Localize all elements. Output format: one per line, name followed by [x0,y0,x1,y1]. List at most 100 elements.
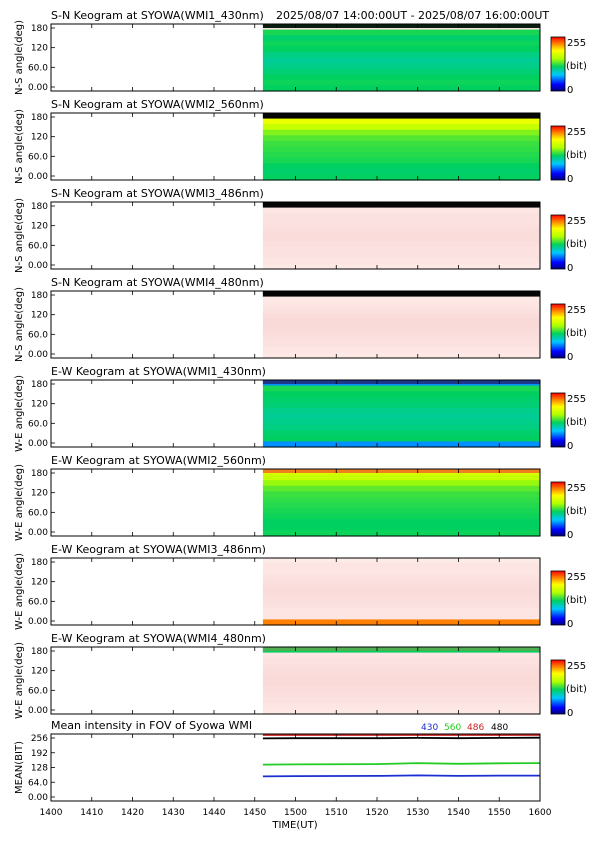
panel-7: E-W Keogram at SYOWA(WMI3_486nm) 255 (bit)… [14,543,587,630]
x-tick-label: 1530 [406,808,429,818]
legend-430: 430 [421,723,438,733]
keogram-band [262,602,540,609]
colorbar-unit-label: (bit) [566,239,587,250]
x-tick-label: 1400 [40,808,63,818]
keogram-band [262,35,540,42]
keogram-band [262,591,540,598]
keogram-top-band [262,113,540,117]
keogram-band [262,157,540,164]
y-tick-label: 0.00 [28,528,48,538]
keogram-band [262,619,540,626]
keogram-top-band [262,469,540,473]
y-tick-label: 120 [31,44,48,54]
keogram-band [262,674,540,682]
keogram-band [262,563,540,570]
keogram-band [262,63,540,70]
x-axis-label: TIME(UT) [271,820,317,831]
y-axis-label: MEAN(BIT) [14,741,25,794]
y-tick-label: 0.00 [28,172,48,182]
y-tick-label: 60.0 [28,63,48,73]
y-axis-label: N-S angle(deg) [14,109,25,184]
y-axis-label: W-E angle(deg) [14,553,25,630]
keogram-band [262,402,540,409]
y-tick-label: 60.0 [28,508,48,518]
keogram-band [262,391,540,398]
keogram-band [262,697,540,704]
y-axis-label: N-S angle(deg) [14,198,25,273]
keogram-band [262,218,540,225]
keogram-band [262,669,540,676]
series-line-430 [262,774,540,778]
colorbar-unit-label: (bit) [566,684,587,695]
colorbar [550,303,566,359]
keogram-band [262,79,540,87]
keogram-band [262,574,540,581]
keogram-band [262,524,540,532]
colorbar-min-label: 0 [567,708,573,719]
colorbar-max-label: 255 [567,216,586,227]
y-tick-label: 256 [31,734,48,744]
keogram-band [262,257,540,265]
keogram-top-band [262,202,540,206]
y-tick-label: 120 [31,578,48,588]
y-tick-label: 0.00 [28,350,48,360]
y-tick-label: 0.00 [28,439,48,449]
x-tick-label: 1440 [203,808,226,818]
colorbar-min-label: 0 [567,441,573,452]
keogram-band [262,174,540,181]
keogram-band [262,346,540,354]
keogram-band [262,424,540,431]
keogram-top-band [262,291,540,295]
keogram-band [262,485,540,492]
series-line-560 [262,762,541,766]
keogram-band [262,680,540,687]
keogram-band [262,480,540,487]
colorbar-unit-label: (bit) [566,595,587,606]
x-tick-label: 1600 [529,808,552,818]
y-tick-label: 120 [31,667,48,677]
y-tick-label: 180 [31,647,48,657]
colorbar-unit-label: (bit) [566,150,587,161]
y-tick-label: 120 [31,133,48,143]
x-tick-label: 1500 [284,808,307,818]
keogram-top-band [262,24,540,28]
panel-2: S-N Keogram at SYOWA(WMI2_560nm) 255 (bit)… [14,98,587,185]
panels-layer: S-N Keogram at SYOWA(WMI1_430nm) 255 (bit)… [14,9,587,803]
panel-title: S-N Keogram at SYOWA(WMI2_560nm) [51,98,264,111]
y-axis-label: N-S angle(deg) [14,20,25,95]
colorbar-unit-label: (bit) [566,506,587,517]
keogram-band [262,163,540,170]
keogram-band [262,124,540,131]
keogram-band [262,246,540,253]
keogram-band [262,263,540,270]
keogram-band [262,663,540,670]
keogram-band [262,419,540,426]
x-axis: 1400 1410 1420 1430 1440 1450 1500 1510 1520 1530… [40,808,552,831]
x-tick-label: 1450 [243,808,266,818]
keogram-band [262,491,540,498]
keogram-band [262,129,540,136]
keogram-band [262,702,540,710]
keogram-band [262,296,540,303]
x-tick-label: 1540 [447,808,470,818]
colorbar [550,392,566,448]
keogram-band [262,51,540,59]
y-tick-label: 120 [31,311,48,321]
y-axis-label: W-E angle(deg) [14,375,25,452]
keogram-top-band [262,380,540,384]
y-tick-label: 120 [31,222,48,232]
y-tick-label: 120 [31,489,48,499]
keogram-band [262,585,540,593]
colorbar-max-label: 255 [567,38,586,49]
keogram-band [262,46,540,53]
colorbar [550,570,566,626]
keogram-band [262,224,540,231]
keogram-band [262,168,540,176]
keogram-band [262,307,540,314]
panel-title: E-W Keogram at SYOWA(WMI4_480nm) [51,632,266,645]
y-tick-label: 0.00 [28,706,48,716]
panel-title: E-W Keogram at SYOWA(WMI2_560nm) [51,454,266,467]
keogram-top-band [262,647,540,651]
y-tick-label: 180 [31,469,48,479]
